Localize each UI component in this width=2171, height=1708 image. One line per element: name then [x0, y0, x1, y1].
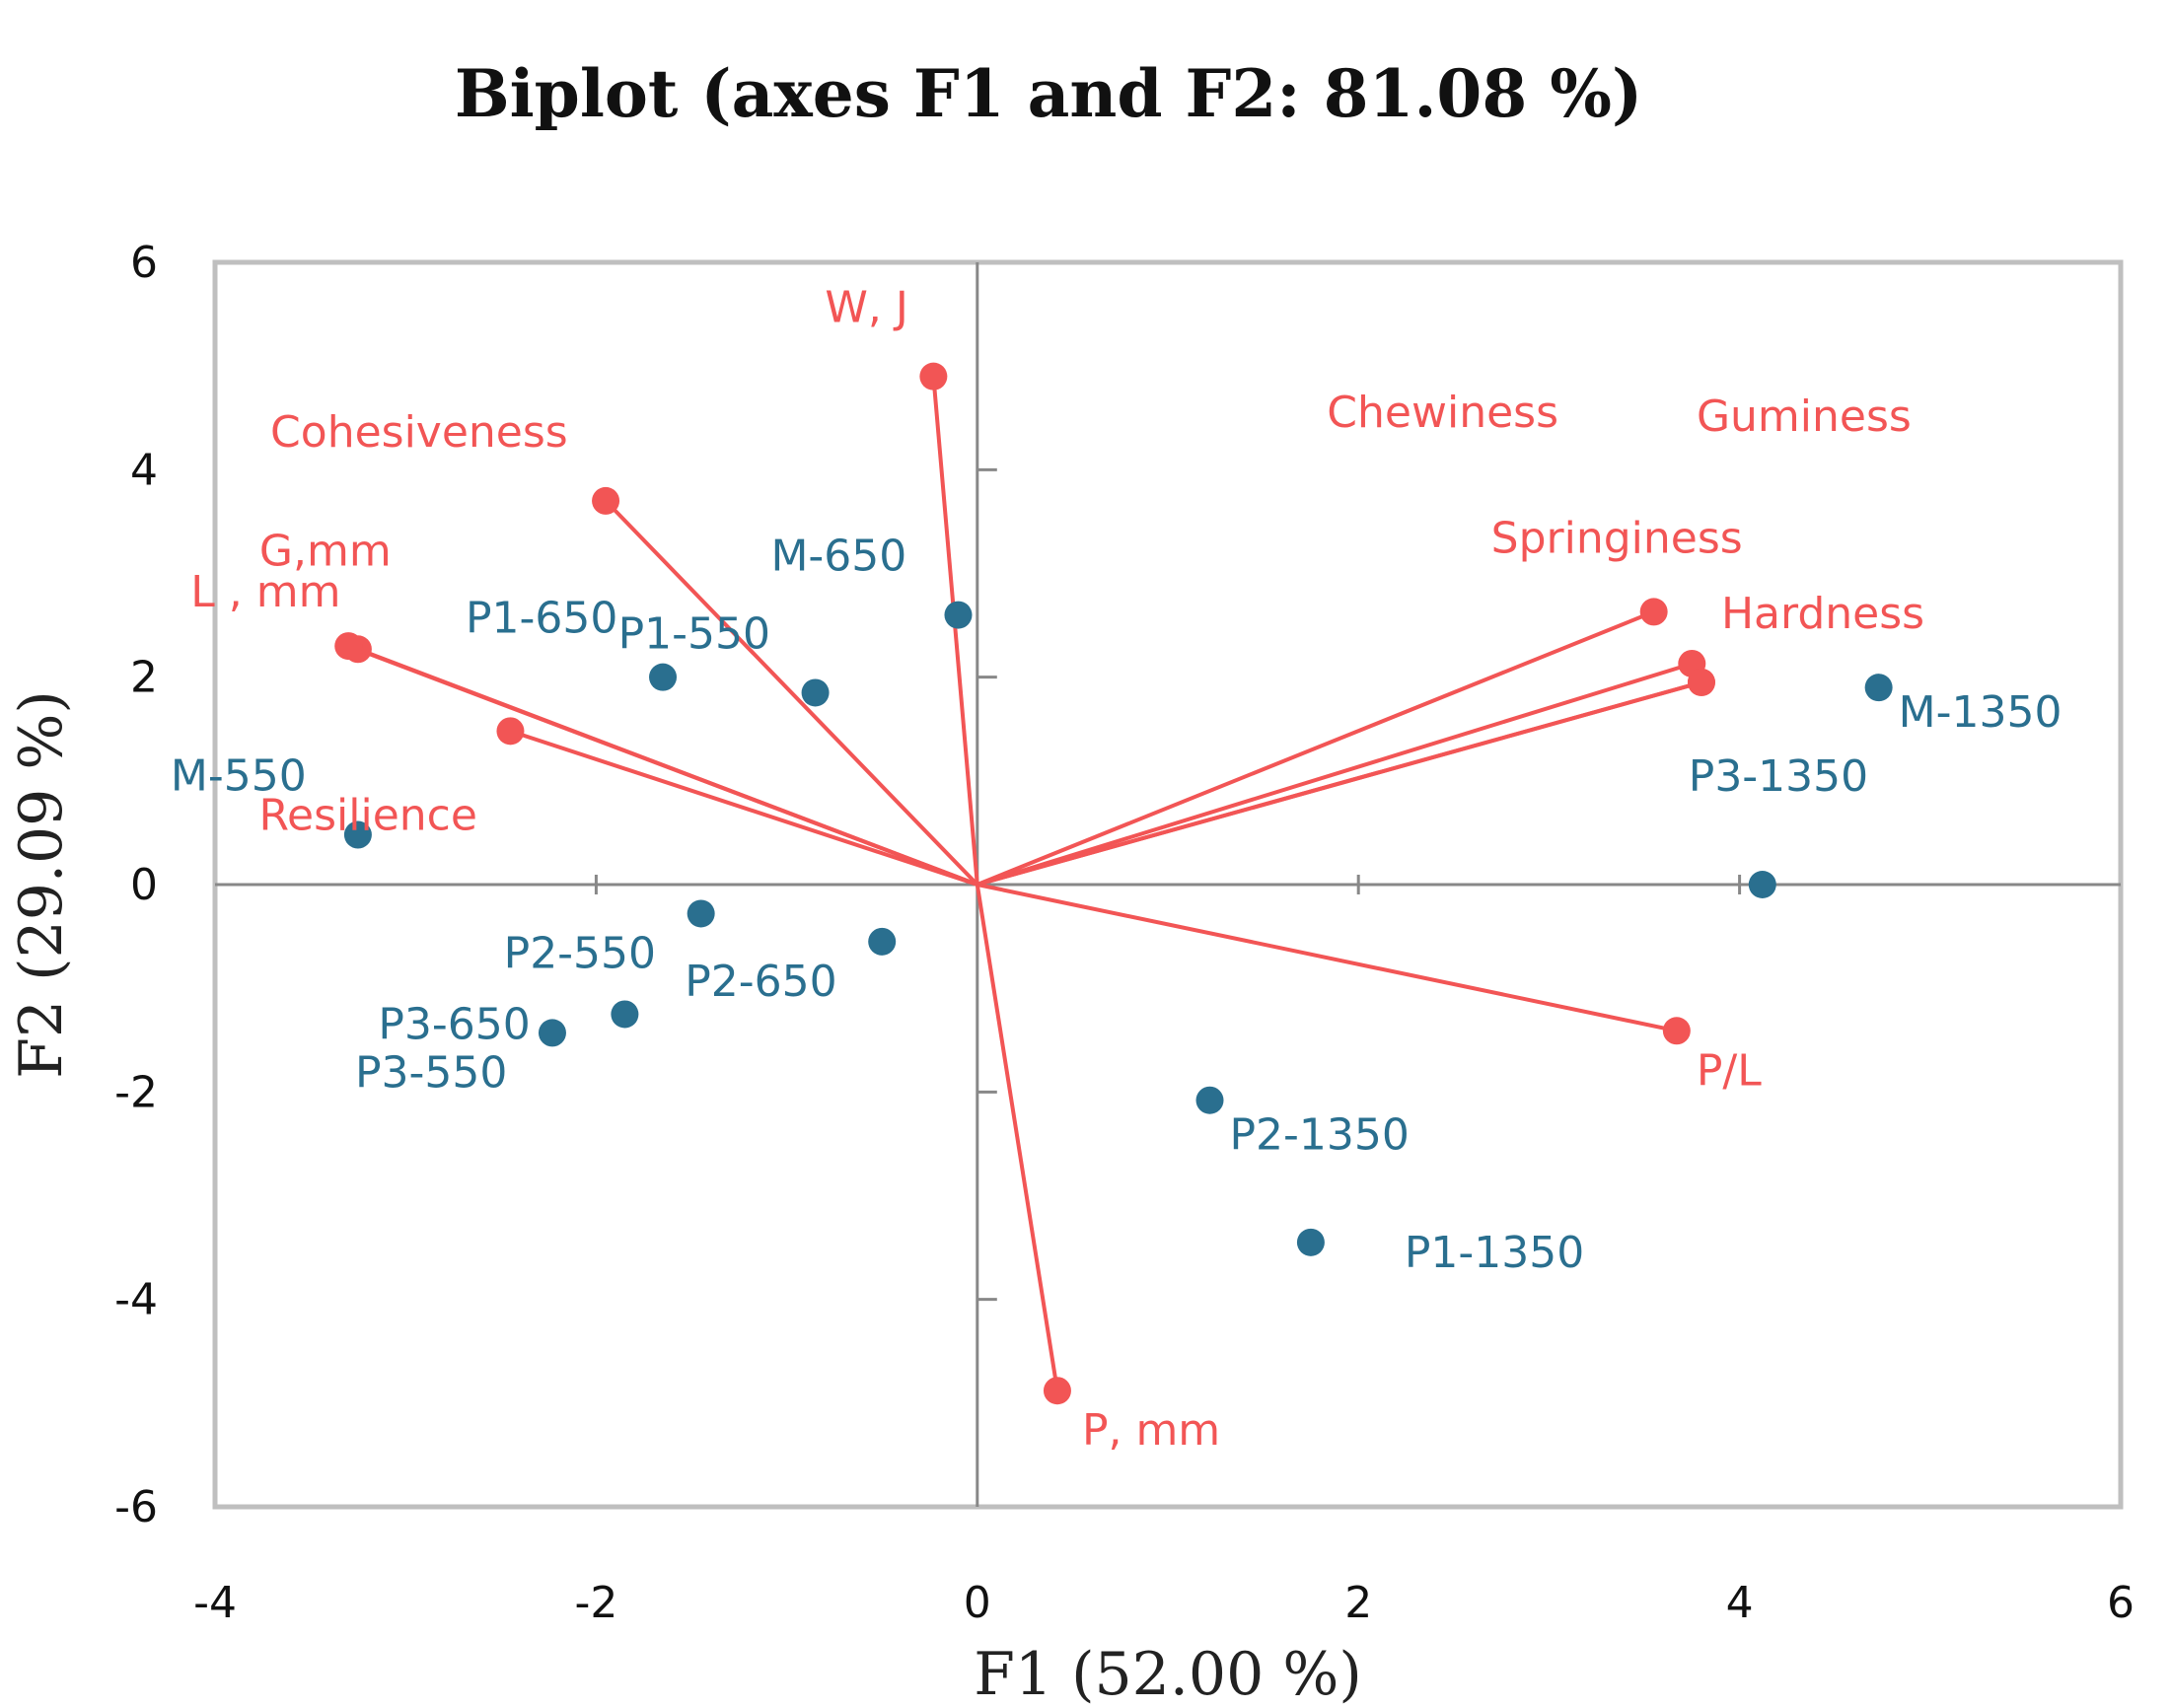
variable-label: P/L [1697, 1045, 1762, 1096]
observation-point [1864, 674, 1893, 702]
variable-point [334, 632, 363, 661]
observation-point [1296, 1228, 1325, 1256]
observation-point [343, 820, 372, 849]
observation-label: P2-1350 [1230, 1110, 1410, 1161]
variable-vector [975, 884, 1059, 1391]
variable-label: L , mm [190, 567, 340, 617]
x-axis-title: F1 (52.00 %) [974, 1640, 1362, 1708]
y-tick-label: -6 [114, 1482, 158, 1532]
variable-label: Chewiness [1327, 388, 1558, 438]
y-tick-label: 0 [130, 860, 158, 910]
variable-vector [604, 499, 979, 887]
observation-points [343, 601, 1893, 1256]
observation-point [538, 1019, 566, 1047]
variable-label: Resilience [258, 790, 476, 840]
y-tick-label: 4 [130, 445, 158, 495]
observation-label: P3-1350 [1689, 751, 1868, 802]
variable-vector [931, 376, 979, 886]
observation-point [649, 663, 678, 691]
y-tick-label: -4 [114, 1275, 158, 1325]
variable-label: G,mm [259, 526, 392, 576]
y-tick-label: 2 [130, 653, 158, 703]
observation-label: M-650 [770, 532, 906, 582]
observation-label: P2-650 [685, 957, 836, 1007]
variable-vectors [334, 362, 1715, 1405]
variable-point [592, 486, 620, 515]
x-tick-label: 6 [2107, 1578, 2135, 1628]
variable-label: P, mm [1082, 1405, 1220, 1456]
variable-vector [347, 644, 978, 887]
observation-point [611, 1000, 639, 1029]
point-labels: W, J Cohesiveness G,mmL , mm Resilience Chew… [171, 283, 2062, 1457]
x-tick-label: -4 [193, 1578, 237, 1628]
y-tick-label: -2 [114, 1067, 158, 1117]
variable-vector [977, 662, 1693, 887]
variable-point [1662, 1017, 1691, 1045]
variable-vector [977, 679, 1702, 887]
variable-vector [509, 729, 978, 887]
observation-point [1748, 871, 1776, 898]
x-tick-label: -2 [574, 1578, 617, 1628]
observation-point [687, 899, 715, 928]
variable-label: W, J [825, 283, 907, 333]
observation-label: P2-550 [504, 928, 656, 978]
observation-label: M-1350 [1899, 687, 2062, 738]
variable-point [1687, 668, 1715, 696]
variable-point [496, 717, 525, 746]
variable-label: Hardness [1721, 589, 1924, 639]
tick-labels: -4 -2 0 2 4 6 -6 -4 -2 0 2 4 6 [114, 238, 2135, 1628]
variable-point [1639, 598, 1668, 626]
chart-title: Biplot (axes F1 and F2: 81.08 %) [455, 55, 1642, 132]
observation-label: P1-550 [618, 608, 770, 659]
observation-label: P3-550 [355, 1047, 507, 1098]
variable-label: Guminess [1697, 391, 1912, 442]
variable-label: Cohesiveness [270, 407, 568, 458]
y-axis-title: F2 (29.09 %) [7, 690, 76, 1079]
observation-point [801, 678, 830, 707]
y-tick-label: 6 [130, 238, 158, 288]
variable-point [1043, 1377, 1071, 1405]
variable-label: Springiness [1491, 513, 1743, 563]
observation-label: P1-1350 [1405, 1228, 1584, 1278]
variable-point [919, 362, 948, 391]
observation-point [1195, 1086, 1224, 1114]
observation-label: M-550 [171, 751, 307, 802]
x-tick-label: 0 [964, 1578, 991, 1628]
observation-label: P3-650 [378, 999, 530, 1049]
observation-point [868, 927, 897, 956]
variable-vector [977, 609, 1655, 887]
x-tick-label: 4 [1726, 1578, 1754, 1628]
variable-vector [977, 883, 1678, 1033]
observation-label: P1-650 [466, 594, 617, 644]
x-tick-label: 2 [1344, 1578, 1372, 1628]
observation-point [944, 601, 973, 629]
